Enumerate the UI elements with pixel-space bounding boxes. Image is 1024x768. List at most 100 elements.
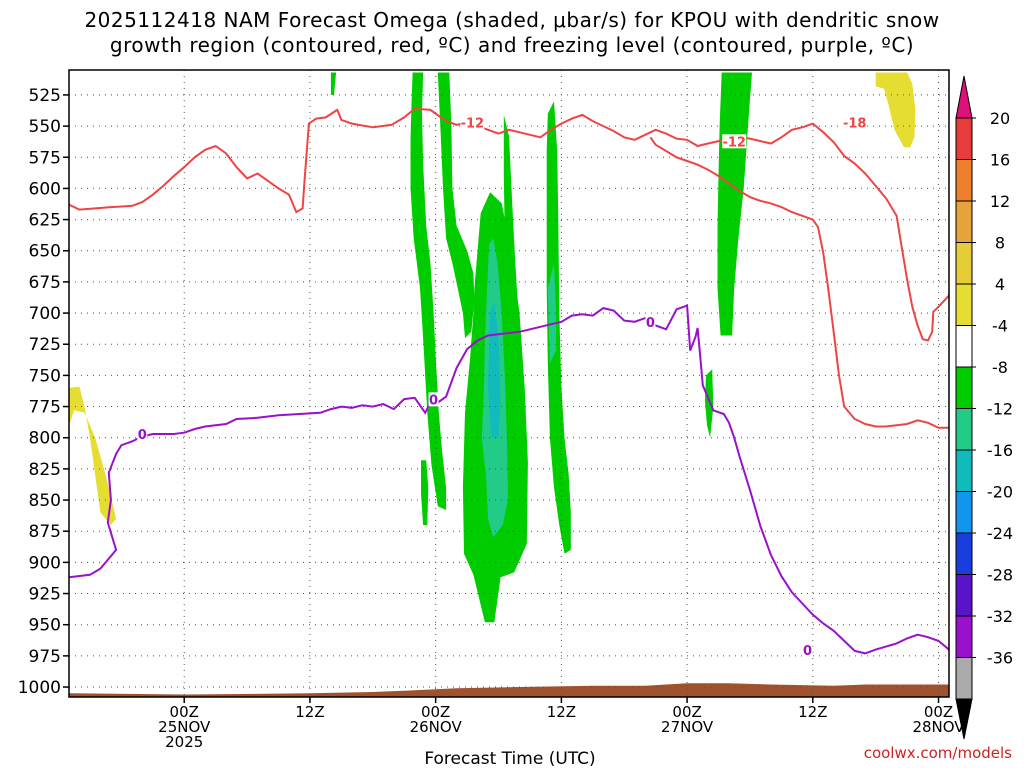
freezing-contour-label: 0 — [646, 316, 655, 331]
x-tick-label: 12Z — [547, 703, 576, 721]
freezing-label-bg — [428, 392, 439, 407]
omega-region-8 — [421, 460, 429, 525]
colorbar: 20 16 12 8 4 -4 -8 -12 -16 -20 -24 -28 -32 -36 — [955, 75, 1013, 740]
colorbar-swatch — [955, 242, 973, 285]
colorbar-label: 20 — [990, 109, 1010, 128]
x-tick-label: 26NOV — [410, 718, 463, 736]
y-tick-label: 525 — [29, 86, 61, 106]
colorbar-label: 8 — [995, 234, 1005, 253]
colorbar-label: -24 — [987, 524, 1013, 543]
dgz-upper-isotherm — [69, 107, 949, 342]
colorbar-swatch — [955, 325, 973, 368]
dgz-contour-label: -12 — [722, 135, 746, 150]
y-tick-label: 950 — [29, 616, 61, 636]
y-tick-label: 825 — [29, 460, 61, 480]
y-tick-label: 675 — [29, 273, 61, 293]
y-tick-label: 775 — [29, 398, 61, 418]
colorbar-top-arrow — [955, 75, 973, 119]
dgz-label-bg — [460, 115, 485, 130]
dgz-label-bg — [842, 115, 867, 130]
credit-text: coolwx.com/models — [864, 744, 1012, 762]
omega-region-2 — [330, 72, 337, 95]
colorbar-label: -8 — [992, 358, 1008, 377]
freezing-contour-label: 0 — [429, 393, 438, 408]
colorbar-swatch — [955, 283, 973, 326]
colorbar-label: -4 — [992, 317, 1008, 336]
freezing-label-bg — [645, 315, 656, 330]
dgz-lower-isotherm — [649, 136, 949, 429]
colorbar-swatch — [955, 408, 973, 451]
y-tick-label: 750 — [29, 366, 61, 386]
colorbar-swatch — [955, 532, 973, 575]
dgz-contour-label: -18 — [843, 117, 867, 132]
omega-shading — [69, 72, 949, 697]
omega-region-10 — [704, 369, 714, 438]
dgz-label-bg — [722, 134, 747, 149]
y-axis: 525 550 575 600 625 650 675 700 725 750 775 800 825 8… — [18, 86, 69, 698]
freezing-level-line — [69, 304, 949, 655]
omega-region-3 — [410, 72, 447, 510]
colorbar-swatch — [955, 574, 973, 617]
y-tick-label: 975 — [29, 647, 61, 667]
colorbar-label: -16 — [987, 441, 1013, 460]
dgz-contour-label: -12 — [461, 117, 485, 132]
colorbar-label: -32 — [987, 607, 1013, 626]
y-tick-label: 650 — [29, 242, 61, 262]
colorbar-label: 4 — [995, 275, 1005, 294]
colorbar-swatch — [955, 491, 973, 534]
freezing-label-bg — [802, 642, 813, 657]
omega-region-9 — [717, 72, 752, 336]
freezing-contour-label: 0 — [138, 428, 147, 443]
colorbar-label: -12 — [987, 400, 1013, 419]
y-tick-label: 925 — [29, 585, 61, 605]
omega-region-12 — [547, 263, 557, 363]
y-tick-label: 1000 — [18, 678, 61, 698]
x-tick-label: 28NOV — [912, 718, 965, 736]
colorbar-label: 12 — [990, 192, 1010, 211]
freezing-contour-label: 0 — [803, 644, 812, 659]
omega-region-0 — [69, 386, 117, 525]
x-tick-label: 00Z — [421, 703, 450, 721]
colorbar-label: -36 — [987, 649, 1013, 668]
terrain-fill — [69, 683, 949, 697]
colorbar-swatch — [955, 657, 973, 700]
y-tick-label: 900 — [29, 553, 61, 573]
chart-title-line-1: 2025112418 NAM Forecast Omega (shaded, μ… — [84, 8, 940, 32]
y-tick-label: 600 — [29, 179, 61, 199]
omega-region-1 — [875, 72, 916, 148]
y-tick-label: 575 — [29, 148, 61, 168]
x-tick-label: 00Z — [924, 703, 953, 721]
omega-region-7 — [546, 101, 571, 554]
y-tick-label: 725 — [29, 335, 61, 355]
colorbar-label: 16 — [990, 151, 1010, 170]
freezing-label-bg — [137, 427, 148, 442]
x-tick-label: 00Z — [672, 703, 701, 721]
omega-region-4 — [437, 72, 475, 338]
plot-frame — [68, 69, 950, 698]
colorbar-swatch — [955, 159, 973, 202]
grid-lines — [69, 70, 949, 697]
x-tick-label: 2025 — [165, 733, 203, 751]
colorbar-swatch — [955, 449, 973, 492]
colorbar-swatch — [955, 615, 973, 658]
x-tick-label: 12Z — [295, 703, 324, 721]
x-tick-label: 27NOV — [661, 718, 714, 736]
y-tick-label: 800 — [29, 429, 61, 449]
contour-labels: -12 -12 -18 0 0 0 0 — [137, 115, 867, 659]
omega-region-6 — [503, 114, 520, 363]
chart-title-line-2: growth region (contoured, red, ºC) and f… — [109, 33, 915, 57]
y-tick-label: 850 — [29, 491, 61, 511]
y-tick-label: 700 — [29, 304, 61, 324]
colorbar-swatch — [955, 366, 973, 409]
colorbar-swatch — [955, 200, 973, 243]
colorbar-bottom-arrow — [955, 698, 973, 740]
y-tick-label: 550 — [29, 117, 61, 137]
x-tick-label: 25NOV — [158, 718, 211, 736]
contour-lines — [69, 107, 949, 655]
x-tick-label: 00Z — [170, 703, 199, 721]
x-axis-label: Forecast Time (UTC) — [424, 749, 595, 768]
colorbar-swatch — [955, 117, 973, 160]
y-tick-label: 625 — [29, 211, 61, 231]
